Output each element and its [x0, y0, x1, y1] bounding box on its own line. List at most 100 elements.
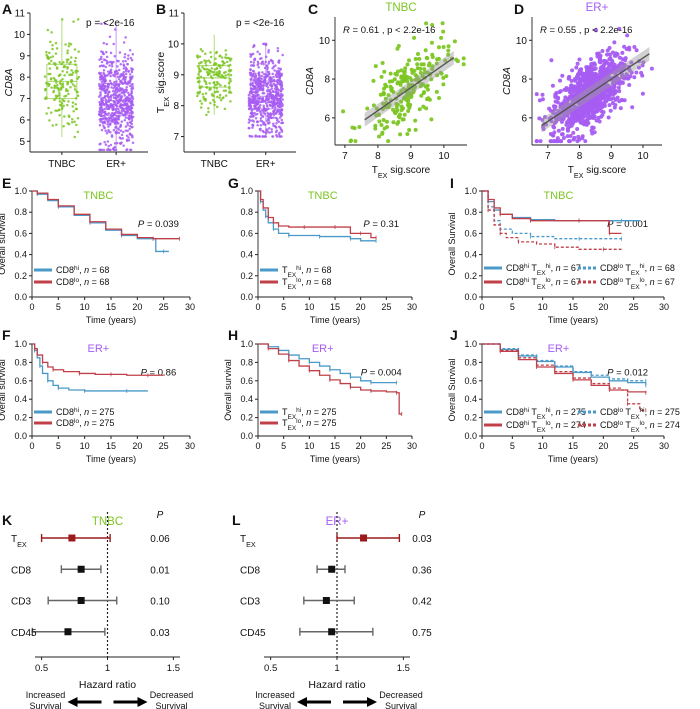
- panel-title: ER+: [312, 343, 334, 355]
- x-tick-label: 7: [545, 151, 551, 162]
- data-point: [69, 85, 72, 89]
- data-point: [400, 75, 405, 80]
- data-point: [112, 96, 116, 100]
- y-tick-label: 1.0: [240, 339, 253, 349]
- data-point: [226, 60, 229, 64]
- y-tick-label: 0.0: [14, 431, 27, 441]
- data-point: [422, 67, 427, 72]
- data-point: [583, 139, 588, 144]
- data-point: [45, 112, 48, 115]
- data-point: [219, 66, 222, 70]
- data-point: [48, 67, 52, 70]
- data-point: [634, 48, 639, 53]
- data-point: [55, 123, 58, 127]
- data-point: [253, 57, 257, 61]
- y-tick-label: 7: [173, 132, 179, 143]
- y-tick-label: 0.4: [464, 394, 477, 404]
- data-point: [110, 111, 114, 115]
- data-point: [558, 139, 563, 144]
- data-point: [278, 97, 281, 100]
- data-point: [420, 74, 425, 79]
- panel-C: TNBC 7 8 9 10 6 8 10 TEX sig.score CD8A R = 0.61 ,…: [304, 2, 467, 180]
- p-value-annotation: P = 0.86: [141, 367, 177, 378]
- data-point: [100, 50, 103, 53]
- data-point: [258, 100, 262, 104]
- data-point: [261, 109, 265, 112]
- data-point: [394, 109, 399, 114]
- y-tick-label: 0.6: [14, 376, 27, 386]
- data-point: [583, 84, 588, 89]
- hazard-ratio-point: [77, 565, 85, 573]
- data-point: [48, 119, 51, 122]
- x-tick-label: 5: [56, 302, 61, 312]
- data-point: [279, 128, 283, 131]
- data-point: [247, 118, 251, 121]
- data-point: [256, 135, 259, 138]
- data-point: [626, 76, 631, 81]
- data-point: [204, 52, 207, 56]
- data-point: [213, 70, 216, 74]
- data-point: [270, 100, 273, 103]
- data-point: [587, 79, 592, 84]
- data-point: [249, 60, 253, 64]
- data-point: [99, 57, 103, 61]
- data-point: [117, 112, 120, 115]
- data-point: [267, 115, 271, 119]
- data-point: [109, 51, 113, 55]
- data-point: [58, 81, 62, 85]
- data-point: [123, 118, 127, 122]
- data-point: [382, 69, 387, 74]
- data-point: [555, 95, 560, 100]
- data-point: [270, 77, 273, 81]
- data-point: [206, 73, 210, 77]
- legend-label: CD8lo TEXhi, n = 68: [600, 263, 675, 277]
- data-point: [586, 111, 591, 116]
- data-point: [199, 48, 203, 51]
- data-point: [280, 113, 284, 116]
- data-point: [267, 113, 271, 116]
- data-point: [119, 73, 122, 76]
- data-point: [223, 107, 227, 111]
- data-point: [270, 130, 274, 134]
- data-point: [209, 51, 212, 54]
- data-point: [103, 89, 106, 93]
- data-point: [441, 75, 446, 80]
- data-point: [106, 140, 110, 143]
- y-tick-label: 6: [19, 115, 25, 126]
- data-point: [121, 137, 125, 140]
- data-point: [257, 77, 261, 80]
- data-point: [461, 56, 466, 61]
- y-tick-label: 0.6: [240, 228, 253, 238]
- legend-label: CD8hi TEXlo, n = 274: [506, 420, 586, 434]
- data-point: [208, 69, 211, 72]
- data-point: [612, 40, 617, 45]
- data-point: [273, 69, 276, 72]
- survival-curve: [482, 190, 622, 250]
- data-point: [607, 63, 612, 68]
- data-point: [573, 118, 578, 123]
- correlation-annotation: R = 0.55 , p < 2.2e-16: [540, 25, 632, 36]
- data-point: [71, 101, 75, 104]
- data-point: [104, 143, 108, 146]
- x-tick-label: 0: [29, 441, 34, 451]
- data-point: [403, 66, 408, 71]
- data-point: [119, 75, 122, 78]
- data-point: [409, 67, 414, 72]
- data-point: [122, 41, 126, 44]
- data-point: [112, 128, 116, 132]
- x-tick-label: 1.5: [167, 663, 180, 674]
- data-point: [43, 97, 47, 100]
- data-point: [250, 75, 254, 78]
- data-point: [113, 70, 117, 74]
- data-point: [103, 140, 106, 144]
- data-point: [252, 45, 255, 49]
- data-point: [256, 91, 259, 94]
- x-tick-label: 9: [408, 151, 414, 162]
- x-tick-label: 20: [132, 441, 142, 451]
- data-point: [117, 77, 121, 81]
- data-point: [280, 130, 284, 133]
- data-point: [53, 86, 56, 90]
- data-point: [275, 129, 278, 132]
- p-value: 0.10: [150, 597, 170, 608]
- data-point: [278, 116, 282, 119]
